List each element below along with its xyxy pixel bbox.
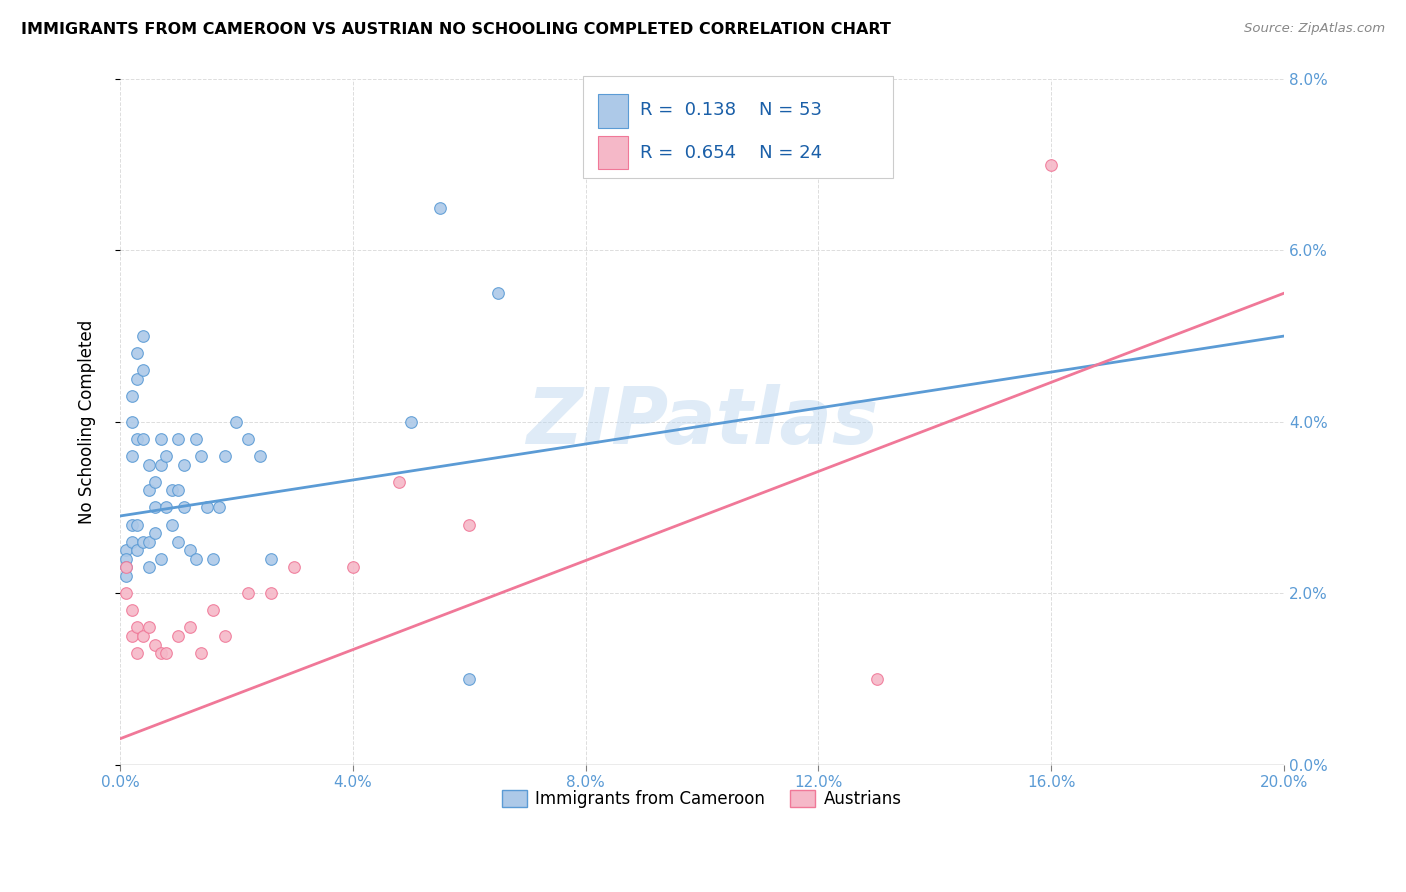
Point xyxy=(132,534,155,549)
Point xyxy=(190,646,212,660)
Text: Source: ZipAtlas.com: Source: ZipAtlas.com xyxy=(1244,22,1385,36)
Point xyxy=(149,552,172,566)
Point xyxy=(127,543,149,558)
Point xyxy=(143,638,166,652)
Point xyxy=(283,560,305,574)
Point xyxy=(486,286,509,301)
Point xyxy=(458,517,481,532)
Point xyxy=(388,475,411,489)
Point xyxy=(179,543,201,558)
Point xyxy=(865,672,887,686)
Point xyxy=(127,432,149,446)
Point xyxy=(132,329,155,343)
Point xyxy=(190,449,212,463)
Point xyxy=(121,603,143,617)
Point xyxy=(114,560,136,574)
Point xyxy=(167,534,190,549)
Point xyxy=(173,500,195,515)
Point xyxy=(155,646,177,660)
Point xyxy=(1040,158,1063,172)
Point xyxy=(149,458,172,472)
Point xyxy=(132,363,155,377)
Point xyxy=(121,415,143,429)
Point xyxy=(260,586,283,600)
Point xyxy=(127,372,149,386)
Point xyxy=(114,543,136,558)
Point xyxy=(167,629,190,643)
Point xyxy=(342,560,364,574)
Point xyxy=(214,629,236,643)
Point xyxy=(143,500,166,515)
Point xyxy=(143,526,166,541)
Point xyxy=(236,432,259,446)
Point xyxy=(162,483,184,498)
Point xyxy=(127,646,149,660)
Text: R =  0.654    N = 24: R = 0.654 N = 24 xyxy=(640,144,823,161)
Point xyxy=(127,346,149,360)
Point xyxy=(132,629,155,643)
Point xyxy=(249,449,271,463)
Text: ZIPatlas: ZIPatlas xyxy=(526,384,879,459)
Point xyxy=(202,552,225,566)
Point xyxy=(184,552,207,566)
Point xyxy=(114,586,136,600)
Point xyxy=(399,415,422,429)
Point xyxy=(202,603,225,617)
Point xyxy=(138,483,160,498)
Point xyxy=(127,517,149,532)
Point xyxy=(121,449,143,463)
Point xyxy=(225,415,247,429)
Point xyxy=(208,500,231,515)
Point xyxy=(114,560,136,574)
Point xyxy=(155,500,177,515)
Point xyxy=(121,517,143,532)
Point xyxy=(138,620,160,634)
Point xyxy=(167,483,190,498)
Point xyxy=(132,432,155,446)
Point xyxy=(138,560,160,574)
Text: IMMIGRANTS FROM CAMEROON VS AUSTRIAN NO SCHOOLING COMPLETED CORRELATION CHART: IMMIGRANTS FROM CAMEROON VS AUSTRIAN NO … xyxy=(21,22,891,37)
Point xyxy=(167,432,190,446)
Point xyxy=(155,449,177,463)
Point xyxy=(458,672,481,686)
Point xyxy=(184,432,207,446)
Point xyxy=(114,569,136,583)
Point xyxy=(173,458,195,472)
Point xyxy=(143,475,166,489)
Point xyxy=(260,552,283,566)
Legend: Immigrants from Cameroon, Austrians: Immigrants from Cameroon, Austrians xyxy=(495,783,908,814)
Point xyxy=(214,449,236,463)
Y-axis label: No Schooling Completed: No Schooling Completed xyxy=(79,319,96,524)
Text: R =  0.138    N = 53: R = 0.138 N = 53 xyxy=(640,101,821,119)
Point xyxy=(121,389,143,403)
Point xyxy=(121,534,143,549)
Point xyxy=(179,620,201,634)
Point xyxy=(429,201,451,215)
Point xyxy=(149,432,172,446)
Point xyxy=(236,586,259,600)
Point xyxy=(127,620,149,634)
Point xyxy=(138,534,160,549)
Point xyxy=(121,629,143,643)
Point xyxy=(114,552,136,566)
Point xyxy=(195,500,218,515)
Point xyxy=(138,458,160,472)
Point xyxy=(162,517,184,532)
Point xyxy=(149,646,172,660)
